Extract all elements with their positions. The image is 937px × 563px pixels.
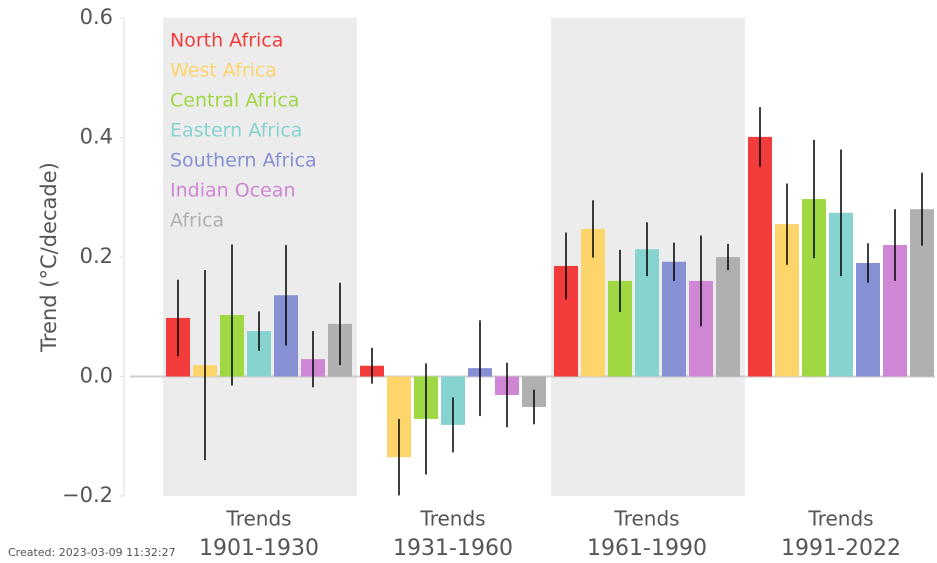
x-tick-label: Trends <box>225 507 291 531</box>
bar <box>716 257 740 377</box>
x-tick-label: 1991-2022 <box>781 536 901 561</box>
legend-entry: Eastern Africa <box>170 120 302 142</box>
legend-entry: West Africa <box>170 60 277 82</box>
y-axis-label: Trend (°C/decade) <box>37 162 61 353</box>
legend-entry: Southern Africa <box>170 150 317 172</box>
x-tick-label: Trends <box>613 507 679 531</box>
legend-entry: Indian Ocean <box>170 180 296 202</box>
legend-entry: Central Africa <box>170 90 299 112</box>
x-tick-label: Trends <box>807 507 873 531</box>
y-tick-label: 0.6 <box>80 5 113 29</box>
x-tick-label: Trends <box>419 507 485 531</box>
x-tick-label: 1961-1990 <box>587 536 707 561</box>
y-tick-label: 0.0 <box>80 364 113 388</box>
legend-entry: Africa <box>170 210 224 232</box>
shaded-band <box>163 18 357 496</box>
y-tick-label: −0.2 <box>62 483 113 507</box>
y-tick-label: 0.2 <box>80 244 113 268</box>
x-tick-label: 1901-1930 <box>199 536 319 561</box>
footnote: Created: 2023-03-09 11:32:27 <box>8 546 176 559</box>
x-tick-label: 1931-1960 <box>393 536 513 561</box>
legend-entry: North Africa <box>170 30 283 52</box>
y-tick-label: 0.4 <box>80 125 113 149</box>
bar <box>748 136 772 377</box>
